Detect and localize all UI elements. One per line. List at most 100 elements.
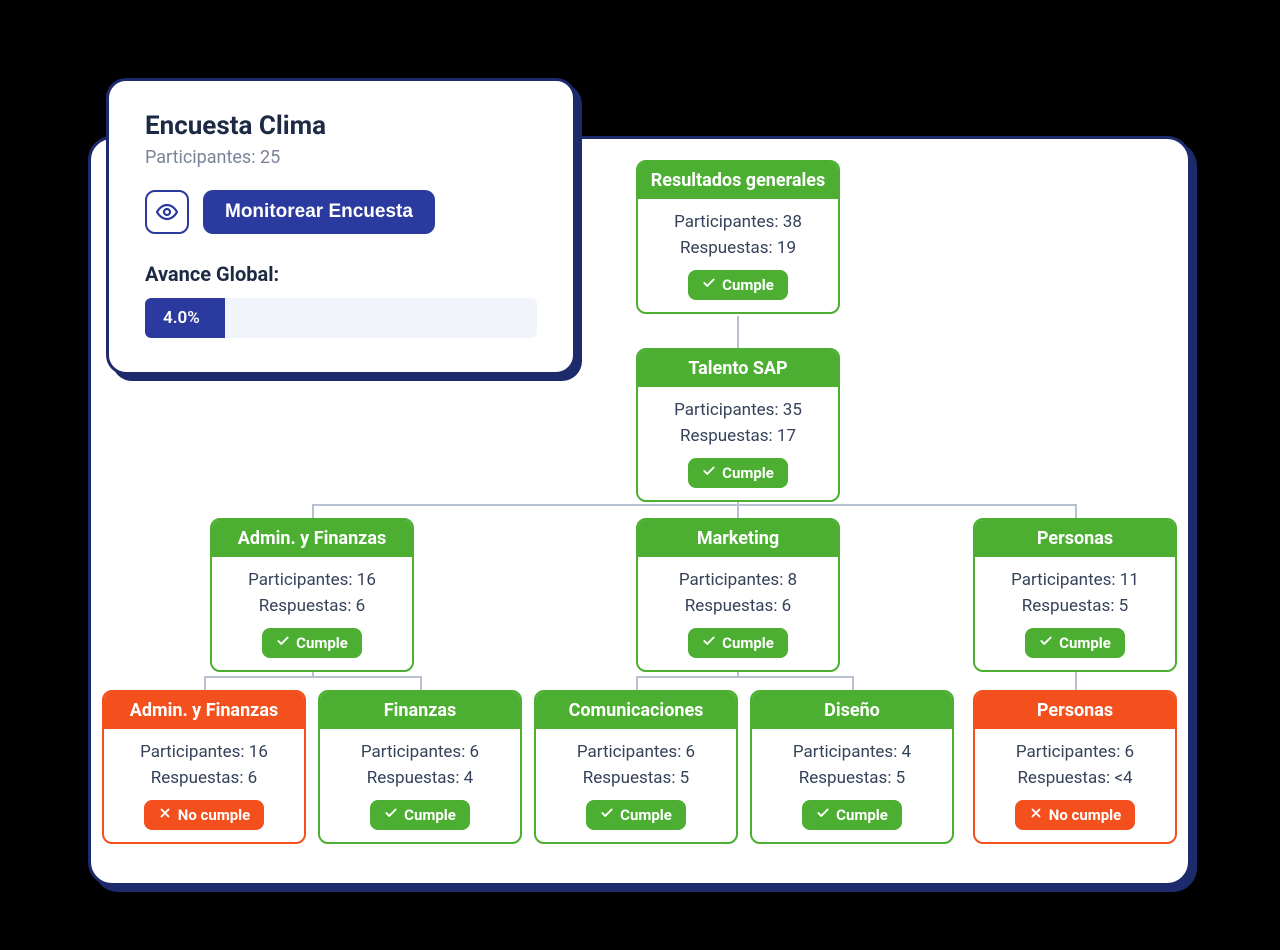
- tree-connector: [737, 316, 739, 348]
- check-icon: [276, 634, 290, 652]
- status-badge: No cumple: [144, 800, 265, 830]
- monitor-survey-button[interactable]: Monitorear Encuesta: [203, 190, 435, 234]
- tree-connector: [204, 676, 420, 678]
- status-badge-label: No cumple: [1049, 806, 1122, 824]
- org-node-body: Participantes: 8Respuestas: 6 Cumple: [638, 557, 838, 670]
- participants-label: Participantes:: [145, 147, 256, 168]
- node-responses: Respuestas: <4: [983, 765, 1167, 791]
- org-node[interactable]: Marketing Participantes: 8Respuestas: 6 Cu…: [636, 518, 840, 672]
- node-responses: Respuestas: 17: [646, 423, 830, 449]
- eye-icon: [155, 200, 179, 224]
- node-responses: Respuestas: 5: [983, 593, 1167, 619]
- participants-value: 25: [260, 147, 280, 168]
- org-node[interactable]: Finanzas Participantes: 6Respuestas: 4 Cum…: [318, 690, 522, 844]
- survey-title: Encuesta Clima: [145, 111, 537, 141]
- check-icon: [702, 276, 716, 294]
- status-badge: No cumple: [1015, 800, 1136, 830]
- node-participants: Participantes: 6: [983, 739, 1167, 765]
- survey-summary-panel: Encuesta Clima Participantes: 25 Monitor…: [106, 78, 576, 375]
- status-badge: Cumple: [688, 270, 788, 300]
- org-node[interactable]: Personas Participantes: 6Respuestas: <4 No…: [973, 690, 1177, 844]
- org-node-title: Admin. y Finanzas: [104, 692, 304, 729]
- org-node-title: Diseño: [752, 692, 952, 729]
- close-icon: [1029, 806, 1043, 824]
- node-responses: Respuestas: 6: [220, 593, 404, 619]
- org-node-body: Participantes: 16Respuestas: 6 No cumple: [104, 729, 304, 842]
- progress-fill: 4.0%: [145, 298, 225, 338]
- status-badge-label: Cumple: [836, 806, 888, 824]
- tree-connector: [1075, 504, 1077, 518]
- org-node[interactable]: Diseño Participantes: 4Respuestas: 5 Cumpl…: [750, 690, 954, 844]
- check-icon: [600, 806, 614, 824]
- org-node-body: Participantes: 6Respuestas: 5Cumple: [536, 729, 736, 842]
- org-node[interactable]: Resultados generalesParticipantes: 38Res…: [636, 160, 840, 314]
- check-icon: [384, 806, 398, 824]
- node-responses: Respuestas: 6: [112, 765, 296, 791]
- org-node-body: Participantes: 35Respuestas: 17 Cumple: [638, 387, 838, 500]
- org-node-body: Participantes: 11Respuestas: 5 Cumple: [975, 557, 1175, 670]
- org-node-title: Talento SAP: [638, 350, 838, 387]
- org-node-body: Participantes: 6Respuestas: 4 Cumple: [320, 729, 520, 842]
- org-node[interactable]: Talento SAPParticipantes: 35Respuestas: …: [636, 348, 840, 502]
- check-icon: [702, 464, 716, 482]
- org-node-body: Participantes: 6Respuestas: <4 No cumple: [975, 729, 1175, 842]
- org-node[interactable]: Admin. y FinanzasParticipantes: 16Respue…: [102, 690, 306, 844]
- survey-participants: Participantes: 25: [145, 147, 537, 168]
- status-badge-label: Cumple: [722, 634, 774, 652]
- org-node-title: Admin. y Finanzas: [212, 520, 412, 557]
- status-badge-label: Cumple: [1059, 634, 1111, 652]
- status-badge-label: Cumple: [404, 806, 456, 824]
- node-participants: Participantes: 16: [112, 739, 296, 765]
- status-badge-label: Cumple: [722, 276, 774, 294]
- node-responses: Respuestas: 4: [328, 765, 512, 791]
- status-badge: Cumple: [370, 800, 470, 830]
- status-badge: Cumple: [688, 628, 788, 658]
- node-participants: Participantes: 16: [220, 567, 404, 593]
- org-node-title: Marketing: [638, 520, 838, 557]
- node-participants: Participantes: 4: [760, 739, 944, 765]
- org-node[interactable]: ComunicacionesParticipantes: 6Respuestas…: [534, 690, 738, 844]
- tree-connector: [852, 676, 854, 690]
- status-badge-label: Cumple: [620, 806, 672, 824]
- node-participants: Participantes: 6: [328, 739, 512, 765]
- check-icon: [702, 634, 716, 652]
- tree-connector: [312, 504, 1075, 506]
- status-badge-label: Cumple: [722, 464, 774, 482]
- org-node-title: Resultados generales: [638, 162, 838, 199]
- org-node-body: Participantes: 4Respuestas: 5 Cumple: [752, 729, 952, 842]
- org-node-title: Personas: [975, 520, 1175, 557]
- close-icon: [158, 806, 172, 824]
- status-badge: Cumple: [802, 800, 902, 830]
- status-badge: Cumple: [586, 800, 686, 830]
- org-node[interactable]: Admin. y FinanzasParticipantes: 16Respue…: [210, 518, 414, 672]
- progress-value: 4.0%: [163, 308, 200, 328]
- org-node-title: Personas: [975, 692, 1175, 729]
- progress-track: 4.0%: [145, 298, 537, 338]
- org-node-body: Participantes: 38Respuestas: 19 Cumple: [638, 199, 838, 312]
- org-node-body: Participantes: 16Respuestas: 6 Cumple: [212, 557, 412, 670]
- tree-connector: [636, 676, 852, 678]
- view-button[interactable]: [145, 190, 189, 234]
- node-participants: Participantes: 11: [983, 567, 1167, 593]
- node-participants: Participantes: 38: [646, 209, 830, 235]
- org-node[interactable]: Personas Participantes: 11Respuestas: 5 Cu…: [973, 518, 1177, 672]
- node-responses: Respuestas: 5: [760, 765, 944, 791]
- check-icon: [816, 806, 830, 824]
- tree-connector: [737, 504, 739, 518]
- node-participants: Participantes: 8: [646, 567, 830, 593]
- status-badge: Cumple: [1025, 628, 1125, 658]
- node-participants: Participantes: 6: [544, 739, 728, 765]
- status-badge-label: Cumple: [296, 634, 348, 652]
- tree-connector: [420, 676, 422, 690]
- tree-connector: [636, 676, 638, 690]
- node-participants: Participantes: 35: [646, 397, 830, 423]
- status-badge-label: No cumple: [178, 806, 251, 824]
- org-node-title: Comunicaciones: [536, 692, 736, 729]
- progress-label: Avance Global:: [145, 262, 537, 286]
- node-responses: Respuestas: 6: [646, 593, 830, 619]
- node-responses: Respuestas: 19: [646, 235, 830, 261]
- status-badge: Cumple: [688, 458, 788, 488]
- check-icon: [1039, 634, 1053, 652]
- org-node-title: Finanzas: [320, 692, 520, 729]
- panel-actions: Monitorear Encuesta: [145, 190, 537, 234]
